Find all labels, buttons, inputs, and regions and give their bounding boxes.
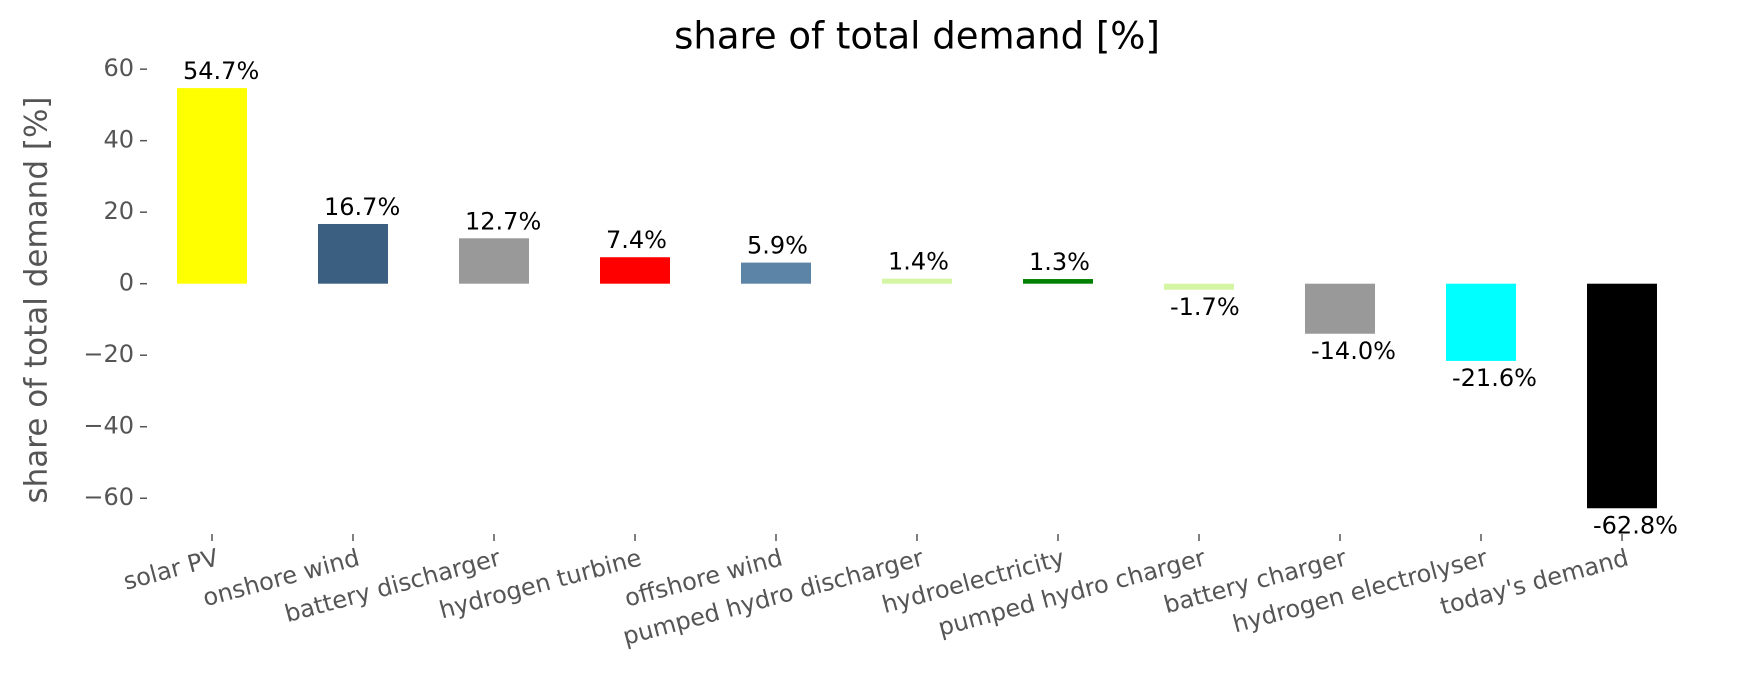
bar <box>1446 283 1516 361</box>
bar <box>600 257 670 284</box>
y-tick-label: −40 <box>83 412 134 440</box>
value-label: 1.3% <box>1029 248 1090 276</box>
value-label: 16.7% <box>324 193 400 221</box>
y-tick-label: 20 <box>103 197 134 225</box>
value-label: 12.7% <box>465 207 541 235</box>
value-label: 5.9% <box>747 232 808 260</box>
value-label: -14.0% <box>1311 337 1396 365</box>
value-label: -62.8% <box>1593 511 1678 539</box>
y-tick-label: −60 <box>83 483 134 511</box>
y-axis-label: share of total demand [%] <box>19 96 55 503</box>
value-label: 7.4% <box>606 226 667 254</box>
bar <box>1164 283 1234 290</box>
y-tick-label: 60 <box>103 54 134 82</box>
bar <box>1587 283 1657 509</box>
bar <box>882 278 952 284</box>
chart-title: share of total demand [%] <box>674 15 1160 58</box>
y-tick-label: −20 <box>83 340 134 368</box>
bar <box>318 223 388 284</box>
bar <box>741 262 811 284</box>
bar <box>1023 279 1093 284</box>
bar <box>459 238 529 284</box>
value-label: -1.7% <box>1170 293 1240 321</box>
value-label: 54.7% <box>183 57 259 85</box>
bar <box>1305 283 1375 334</box>
value-label: -21.6% <box>1452 364 1537 392</box>
value-label: 1.4% <box>888 248 949 276</box>
y-tick-label: 0 <box>119 269 134 297</box>
y-tick-label: 40 <box>103 126 134 154</box>
bar <box>177 88 247 284</box>
